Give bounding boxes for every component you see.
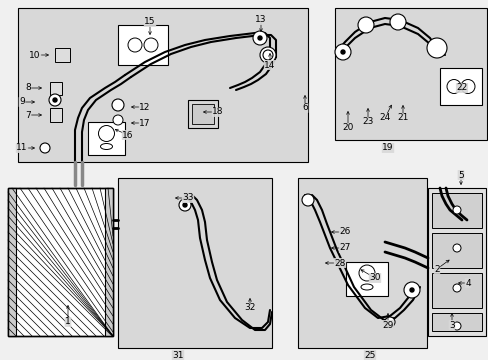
Text: 11: 11 bbox=[16, 144, 28, 153]
Text: 19: 19 bbox=[382, 144, 393, 153]
Bar bbox=[431, 313, 481, 331]
Circle shape bbox=[260, 47, 275, 63]
Bar bbox=[346, 262, 387, 296]
Text: 21: 21 bbox=[397, 113, 408, 122]
Text: 2: 2 bbox=[433, 265, 439, 274]
Bar bbox=[8, 188, 113, 336]
Bar bbox=[8, 188, 113, 336]
Text: 15: 15 bbox=[144, 18, 156, 27]
Circle shape bbox=[302, 194, 313, 206]
Text: 16: 16 bbox=[122, 130, 134, 139]
Bar bbox=[18, 8, 307, 162]
Text: 12: 12 bbox=[139, 103, 150, 112]
Circle shape bbox=[403, 282, 419, 298]
Text: 17: 17 bbox=[139, 118, 150, 127]
Circle shape bbox=[340, 50, 345, 54]
Circle shape bbox=[452, 206, 460, 214]
Circle shape bbox=[452, 284, 460, 292]
Text: 7: 7 bbox=[25, 111, 31, 120]
Text: 13: 13 bbox=[255, 15, 266, 24]
Bar bbox=[431, 273, 481, 308]
Text: 31: 31 bbox=[172, 351, 183, 360]
Text: 20: 20 bbox=[342, 123, 353, 132]
Circle shape bbox=[426, 38, 446, 58]
Bar bbox=[50, 82, 62, 95]
Bar bbox=[55, 48, 70, 62]
Bar bbox=[88, 122, 125, 155]
Circle shape bbox=[179, 199, 191, 211]
Text: 26: 26 bbox=[339, 228, 350, 237]
Bar bbox=[431, 233, 481, 268]
Circle shape bbox=[334, 44, 350, 60]
Text: 5: 5 bbox=[457, 171, 463, 180]
Circle shape bbox=[452, 244, 460, 252]
Bar bbox=[427, 188, 485, 336]
Bar bbox=[192, 104, 214, 124]
Circle shape bbox=[258, 36, 262, 40]
Text: 25: 25 bbox=[364, 351, 375, 360]
Text: 33: 33 bbox=[182, 194, 193, 202]
Circle shape bbox=[409, 288, 413, 292]
Bar bbox=[297, 178, 426, 348]
Text: 4: 4 bbox=[464, 279, 470, 288]
Bar bbox=[118, 25, 168, 65]
Text: 6: 6 bbox=[302, 104, 307, 112]
Circle shape bbox=[263, 50, 272, 60]
Text: 29: 29 bbox=[382, 320, 393, 329]
Circle shape bbox=[264, 51, 271, 59]
Circle shape bbox=[389, 14, 405, 30]
Circle shape bbox=[49, 94, 61, 106]
Bar bbox=[439, 68, 481, 105]
Text: 3: 3 bbox=[448, 320, 454, 329]
Circle shape bbox=[452, 322, 460, 330]
Circle shape bbox=[40, 143, 50, 153]
Text: 32: 32 bbox=[244, 303, 255, 312]
Text: 27: 27 bbox=[339, 243, 350, 252]
Text: 24: 24 bbox=[379, 113, 390, 122]
Circle shape bbox=[113, 115, 123, 125]
Text: 23: 23 bbox=[362, 117, 373, 126]
Circle shape bbox=[112, 99, 124, 111]
Text: 22: 22 bbox=[455, 84, 467, 93]
Circle shape bbox=[252, 31, 266, 45]
Bar bbox=[334, 8, 486, 140]
Bar bbox=[50, 108, 62, 122]
Text: 8: 8 bbox=[25, 84, 31, 93]
Circle shape bbox=[183, 203, 186, 207]
Bar bbox=[187, 100, 218, 128]
Bar bbox=[8, 188, 16, 336]
Text: 28: 28 bbox=[334, 258, 345, 267]
Text: 18: 18 bbox=[212, 108, 224, 117]
Text: 14: 14 bbox=[264, 60, 275, 69]
Text: 9: 9 bbox=[19, 98, 25, 107]
Circle shape bbox=[384, 317, 394, 327]
Text: 30: 30 bbox=[368, 274, 380, 283]
Text: 10: 10 bbox=[29, 50, 41, 59]
Bar bbox=[431, 193, 481, 228]
Bar bbox=[105, 188, 113, 336]
Text: 1: 1 bbox=[65, 318, 71, 327]
Circle shape bbox=[357, 17, 373, 33]
Circle shape bbox=[53, 98, 57, 102]
Bar bbox=[118, 178, 271, 348]
